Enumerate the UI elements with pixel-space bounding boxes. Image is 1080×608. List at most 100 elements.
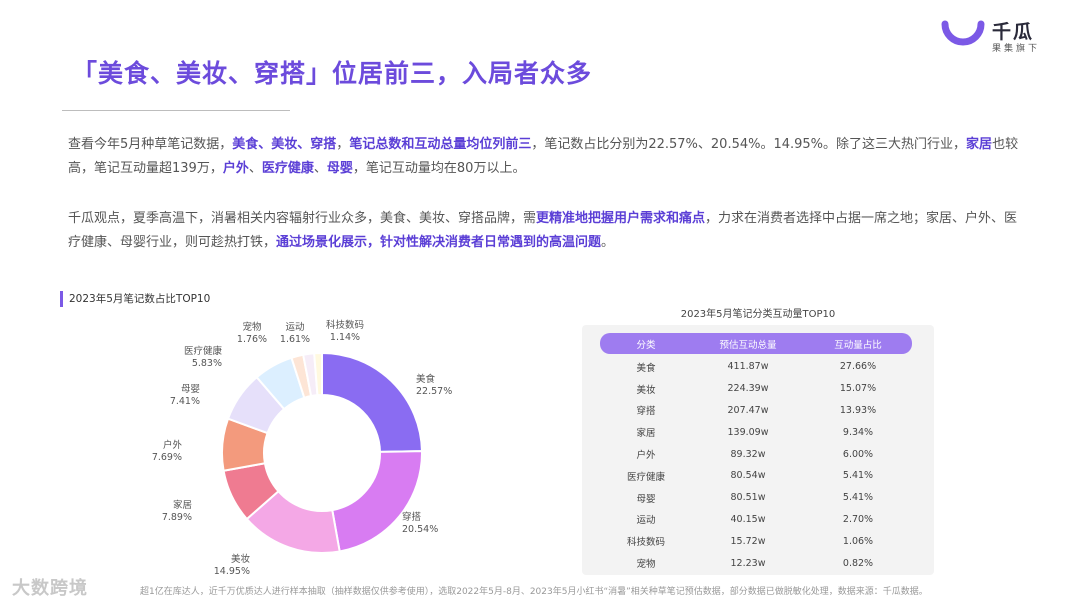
- body-text: 千瓜观点，夏季高温下，消暑相关内容辐射行业众多，美食、美妆、穿搭品牌，需: [68, 211, 537, 226]
- highlight-text: 户外: [222, 161, 249, 176]
- highlight-text: 家居: [966, 137, 993, 152]
- slice-category-label: 运动: [285, 322, 304, 333]
- cell-interactions: 139.09w: [727, 426, 769, 438]
- slice-value-label: 7.41%: [170, 396, 200, 407]
- highlight-text: 更精准地把握用户需求和痛点: [536, 211, 706, 226]
- qiangua-logo-icon: [941, 20, 985, 46]
- body-text: ，力求在消费者选择中占据一席之地；家居、户外、医疗健康、母婴行业，则可趁热打铁，: [68, 211, 1018, 250]
- title-divider: [62, 110, 290, 111]
- cell-share: 27.66%: [839, 361, 877, 373]
- cell-share: 15.07%: [839, 383, 877, 395]
- cell-interactions: 15.72w: [730, 535, 766, 547]
- cell-interactions: 224.39w: [727, 383, 769, 395]
- slice-category-label: 医疗健康: [184, 345, 223, 357]
- slice-category-label: 家居: [173, 499, 192, 511]
- opinion-paragraph: 千瓜观点，夏季高温下，消暑相关内容辐射行业众多，美食、美妆、穿搭品牌，需更精准地…: [68, 207, 1030, 255]
- cell-share: 5.41%: [842, 492, 874, 504]
- table-row: 医疗健康 80.54w 5.41%: [600, 465, 912, 487]
- slice-category-label: 美妆: [231, 553, 251, 565]
- slice-category-label: 宠物: [242, 321, 262, 333]
- slice-value-label: 1.14%: [330, 332, 360, 343]
- cell-category: 美食: [636, 362, 656, 374]
- slice-value-label: 1.76%: [237, 334, 267, 345]
- body-text: 。: [601, 235, 615, 250]
- header-category: 分类: [636, 339, 656, 351]
- slice-category-label: 户外: [163, 439, 183, 451]
- table-body: 美食 411.87w 27.66% 美妆 224.39w 15.07% 穿搭 207.47w 1…: [600, 356, 912, 574]
- cell-category: 运动: [636, 515, 656, 527]
- cell-category: 家居: [636, 428, 656, 440]
- body-text: 也较高，笔记互动量超139万，: [68, 137, 1019, 176]
- body-text: ，: [336, 137, 350, 152]
- logo-slogan: 果集旗下: [992, 44, 1041, 54]
- cell-interactions: 411.87w: [727, 361, 769, 373]
- donut-chart-title: 2023年5月笔记数占比TOP10: [60, 291, 210, 307]
- table-panel: [582, 325, 934, 575]
- cell-share: 13.93%: [839, 404, 877, 416]
- cell-category: 医疗健康: [626, 471, 665, 483]
- highlight-text: 医疗健康: [261, 161, 314, 176]
- table-row: 运动 40.15w 2.70%: [600, 509, 912, 531]
- body-text: 查看今年5月种草笔记数据，: [68, 137, 233, 152]
- slice-value-label: 14.95%: [214, 566, 250, 577]
- header-share: 互动量占比: [834, 339, 882, 351]
- highlight-text: 母婴: [326, 161, 353, 176]
- donut-slice: [321, 351, 424, 453]
- slice-category-label: 科技数码: [326, 319, 364, 331]
- body-text: ，笔记互动量均在80万以上。: [352, 161, 526, 176]
- brand-logo: 千瓜 果集旗下: [940, 18, 1040, 58]
- slice-value-label: 7.89%: [162, 512, 192, 523]
- cell-interactions: 12.23w: [730, 557, 766, 569]
- cell-interactions: 80.51w: [730, 492, 766, 504]
- cell-category: 科技数码: [626, 537, 665, 549]
- slice-category-label: 美食: [416, 373, 436, 385]
- summary-paragraph: 查看今年5月种草笔记数据，美食、美妆、穿搭，笔记总数和互动总量均位列前三，笔记数…: [68, 133, 1030, 181]
- highlight-text: 笔记总数和互动总量均位列前三: [349, 137, 532, 152]
- cell-interactions: 207.47w: [727, 404, 769, 416]
- slice-category-label: 穿搭: [402, 511, 422, 523]
- table-title: 2023年5月笔记分类互动量TOP10: [680, 309, 836, 320]
- table-row: 母婴 80.51w 5.41%: [600, 487, 912, 509]
- table-row: 穿搭 207.47w 13.93%: [600, 400, 912, 422]
- table-header: 分类 预估互动总量 互动量占比: [600, 333, 912, 354]
- slice-category-label: 母婴: [181, 384, 200, 395]
- cell-interactions: 80.54w: [730, 470, 766, 482]
- body-text: 、: [248, 161, 262, 176]
- cell-category: 美妆: [636, 384, 656, 396]
- body-text: ，笔记数占比分别为22.57%、20.54%。14.95%。除了这三大热门行业，: [531, 137, 967, 152]
- watermark-logo: 大数跨境: [12, 578, 88, 599]
- cell-interactions: 40.15w: [730, 513, 766, 525]
- slice-value-label: 22.57%: [416, 386, 452, 397]
- page-title: 「美食、美妆、穿搭」位居前三，入局者众多: [72, 59, 593, 88]
- cell-share: 0.82%: [842, 557, 874, 569]
- table-row: 科技数码 15.72w 1.06%: [600, 530, 912, 552]
- table-row: 宠物 12.23w 0.82%: [600, 552, 912, 574]
- footer-note: 超1亿在库达人，近千万优质达人进行样本抽取（抽样数据仅供参考使用），选取2022…: [140, 587, 928, 597]
- table-row: 户外 89.32w 6.00%: [600, 443, 912, 465]
- table-row: 美食 411.87w 27.66%: [600, 356, 912, 378]
- cell-share: 6.00%: [842, 448, 874, 460]
- cell-category: 穿搭: [636, 406, 656, 418]
- cell-category: 宠物: [636, 559, 656, 571]
- highlight-text: 通过场景化展示，针对性解决消费者日常遇到的高温问题: [276, 235, 602, 250]
- body-text: 、: [313, 161, 327, 176]
- cell-interactions: 89.32w: [730, 448, 766, 460]
- table-row: 家居 139.09w 9.34%: [600, 421, 912, 443]
- cell-share: 5.41%: [842, 470, 874, 482]
- header-interactions: 预估互动总量: [719, 339, 777, 351]
- slice-value-label: 5.83%: [192, 358, 222, 369]
- slice-value-label: 7.69%: [152, 452, 182, 463]
- cell-share: 1.06%: [842, 535, 874, 547]
- donut-slice: [313, 351, 323, 397]
- cell-share: 2.70%: [842, 513, 874, 525]
- logo-name: 千瓜: [992, 21, 1035, 43]
- cell-category: 户外: [636, 450, 656, 462]
- slice-value-label: 1.61%: [280, 334, 310, 345]
- cell-share: 9.34%: [842, 426, 874, 438]
- table-row: 美妆 224.39w 15.07%: [600, 378, 912, 400]
- highlight-text: 美食、美妆、穿搭: [232, 137, 337, 152]
- slice-value-label: 20.54%: [402, 524, 438, 535]
- donut-slice: [331, 450, 423, 553]
- cell-category: 母婴: [636, 493, 656, 505]
